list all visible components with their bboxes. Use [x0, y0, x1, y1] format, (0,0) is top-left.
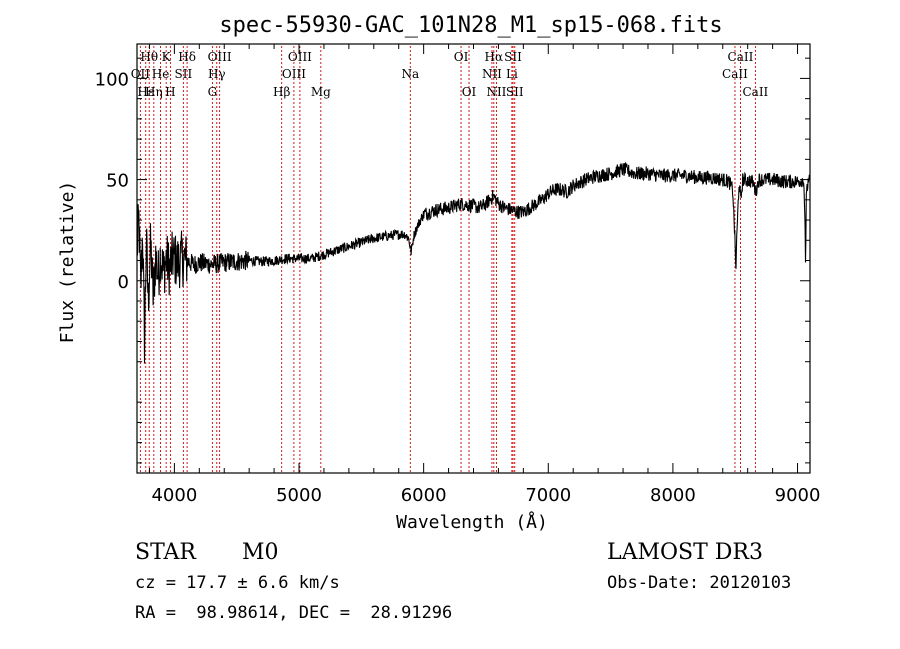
x-tick-label: 5000	[276, 485, 322, 506]
object-type: STAR	[135, 540, 196, 565]
x-tick-label: 4000	[151, 485, 197, 506]
line-marker-label: K	[162, 50, 172, 64]
object-subclass: M0	[242, 540, 279, 565]
survey-name: LAMOST DR3	[607, 540, 763, 565]
line-marker-label: He	[152, 67, 170, 81]
line-marker-label: NII	[486, 85, 506, 99]
y-axis-ticks: 0 50 100	[95, 57, 810, 464]
chart-title: spec-55930-GAC_101N28_M1_sp15-068.fits	[219, 13, 722, 38]
coordinates: RA = 98.98614, DEC = 28.91296	[135, 603, 453, 623]
line-marker-label: OI	[462, 85, 477, 99]
line-marker-label: Hε	[137, 85, 154, 99]
line-marker-label: SII	[506, 85, 524, 99]
line-marker-label: Mg	[311, 85, 331, 99]
x-axis-ticks: 4000 5000 6000 7000 8000 9000	[148, 44, 821, 506]
line-marker-label: SII	[175, 67, 193, 81]
line-marker-label: CaII	[742, 85, 768, 99]
line-marker-label: OI	[454, 50, 469, 64]
line-marker-label: Hγ	[208, 67, 226, 81]
line-marker-label: G	[208, 85, 218, 99]
line-marker-label: Hβ	[273, 85, 290, 99]
line-marker-label: Hα	[485, 50, 504, 64]
line-marker-label: Li	[506, 67, 518, 81]
line-marker-label: Hη	[145, 85, 163, 99]
spectrum-line	[136, 161, 811, 364]
x-tick-label: 8000	[650, 485, 696, 506]
x-tick-label: 7000	[525, 485, 571, 506]
line-marker-label: OIII	[282, 67, 306, 81]
line-marker-label: NII	[482, 67, 502, 81]
y-tick-label: 100	[95, 69, 129, 90]
y-axis-label: Flux (relative)	[57, 181, 78, 344]
x-axis-label: Wavelength (Å)	[396, 511, 548, 533]
redshift-cz: cz = 17.7 ± 6.6 km/s	[135, 573, 340, 593]
line-marker-label: OII	[131, 67, 151, 81]
x-tick-label: 6000	[401, 485, 447, 506]
observation-date: Obs-Date: 20120103	[607, 573, 792, 593]
y-tick-label: 50	[106, 171, 129, 192]
line-marker-label: CaII	[728, 50, 754, 64]
line-marker-label: Na	[401, 67, 419, 81]
x-tick-label: 9000	[775, 485, 821, 506]
line-marker-label: Hθ	[140, 50, 158, 64]
line-marker-label: Hδ	[178, 50, 196, 64]
line-marker-label: H	[165, 85, 175, 99]
y-tick-label: 0	[118, 272, 129, 293]
line-marker-label: OIII	[208, 50, 232, 64]
line-marker-label: SII	[504, 50, 522, 64]
line-marker-label: OIII	[288, 50, 312, 64]
line-marker-label: CaII	[722, 67, 748, 81]
